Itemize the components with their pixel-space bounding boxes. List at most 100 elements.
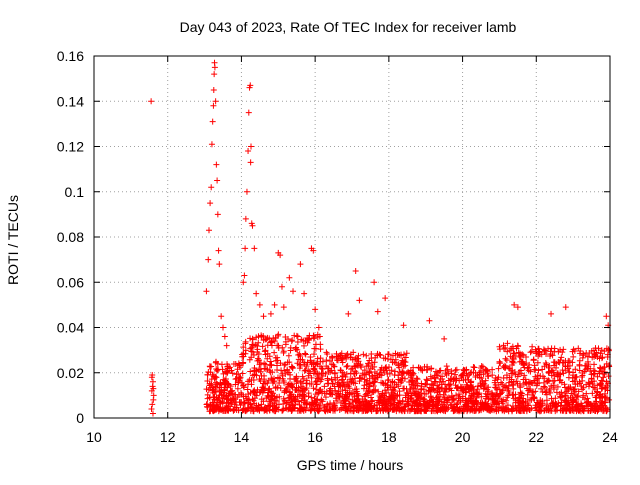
data-point bbox=[514, 405, 521, 412]
data-point bbox=[315, 324, 322, 331]
data-point bbox=[605, 362, 612, 369]
data-point bbox=[148, 98, 155, 105]
data-point bbox=[580, 392, 587, 399]
data-point bbox=[295, 398, 302, 405]
data-point bbox=[371, 279, 378, 286]
data-point bbox=[360, 385, 367, 392]
data-point bbox=[426, 384, 433, 391]
data-point bbox=[596, 395, 603, 402]
data-point bbox=[314, 375, 321, 382]
data-point bbox=[590, 371, 597, 378]
data-point bbox=[375, 397, 382, 404]
data-point bbox=[479, 378, 486, 385]
data-point bbox=[523, 379, 530, 386]
data-point bbox=[542, 360, 549, 367]
data-point bbox=[234, 385, 241, 392]
data-point bbox=[405, 390, 412, 397]
data-point bbox=[602, 405, 609, 412]
data-point bbox=[584, 358, 591, 365]
data-point bbox=[342, 398, 349, 405]
data-point bbox=[211, 71, 218, 78]
data-point bbox=[569, 394, 576, 401]
data-point bbox=[253, 290, 260, 297]
data-point bbox=[413, 406, 420, 413]
data-point bbox=[539, 373, 546, 380]
data-point bbox=[605, 346, 612, 353]
data-point bbox=[303, 363, 310, 370]
data-point bbox=[328, 354, 335, 361]
data-point bbox=[317, 346, 324, 353]
data-point bbox=[527, 349, 534, 356]
data-point bbox=[269, 376, 276, 383]
data-point bbox=[265, 386, 272, 393]
data-point bbox=[387, 405, 394, 412]
data-point bbox=[402, 403, 409, 410]
data-point bbox=[331, 370, 338, 377]
data-point bbox=[334, 398, 341, 405]
data-point bbox=[380, 399, 387, 406]
data-point bbox=[541, 347, 548, 354]
data-point bbox=[509, 391, 516, 398]
data-point bbox=[592, 345, 599, 352]
data-point bbox=[293, 375, 300, 382]
data-point bbox=[317, 358, 324, 365]
data-point bbox=[242, 340, 249, 347]
data-point bbox=[382, 295, 389, 302]
data-point bbox=[448, 370, 455, 377]
data-point bbox=[261, 405, 268, 412]
data-point bbox=[599, 377, 606, 384]
data-point bbox=[239, 353, 246, 360]
data-point bbox=[314, 334, 321, 341]
data-point bbox=[310, 370, 317, 377]
data-point bbox=[303, 380, 310, 387]
data-point bbox=[537, 397, 544, 404]
data-point bbox=[436, 393, 443, 400]
data-point bbox=[373, 408, 380, 415]
data-point bbox=[317, 402, 324, 409]
data-point bbox=[529, 343, 536, 350]
data-point bbox=[247, 82, 254, 89]
data-point bbox=[516, 358, 523, 365]
data-point bbox=[310, 332, 317, 339]
data-point bbox=[242, 347, 249, 354]
data-point bbox=[602, 384, 609, 391]
data-point bbox=[583, 399, 590, 406]
data-point bbox=[261, 376, 268, 383]
data-point bbox=[287, 344, 294, 351]
data-point bbox=[453, 392, 460, 399]
data-point bbox=[368, 394, 375, 401]
data-point bbox=[303, 377, 310, 384]
data-point bbox=[395, 361, 402, 368]
data-point bbox=[489, 372, 496, 379]
data-point bbox=[227, 403, 234, 410]
data-point bbox=[462, 399, 469, 406]
data-point bbox=[541, 363, 548, 370]
data-point bbox=[308, 381, 315, 388]
data-point bbox=[272, 354, 279, 361]
data-point bbox=[305, 337, 312, 344]
data-point bbox=[308, 394, 315, 401]
data-point bbox=[453, 401, 460, 408]
data-point bbox=[279, 375, 286, 382]
data-point bbox=[250, 377, 257, 384]
data-point bbox=[275, 331, 282, 338]
data-point bbox=[150, 385, 157, 392]
data-point bbox=[505, 392, 512, 399]
data-point bbox=[416, 400, 423, 407]
data-point bbox=[577, 347, 584, 354]
data-point bbox=[323, 357, 330, 364]
x-tick-label: 20 bbox=[455, 429, 471, 445]
data-point bbox=[572, 366, 579, 373]
data-point bbox=[267, 358, 274, 365]
data-point bbox=[307, 407, 314, 414]
data-point bbox=[550, 382, 557, 389]
data-point bbox=[463, 397, 470, 404]
data-point bbox=[262, 351, 269, 358]
data-point bbox=[357, 362, 364, 369]
data-point bbox=[562, 304, 569, 311]
data-point bbox=[557, 393, 564, 400]
data-point bbox=[328, 376, 335, 383]
data-point bbox=[346, 385, 353, 392]
data-point bbox=[495, 407, 502, 414]
data-point bbox=[239, 370, 246, 377]
